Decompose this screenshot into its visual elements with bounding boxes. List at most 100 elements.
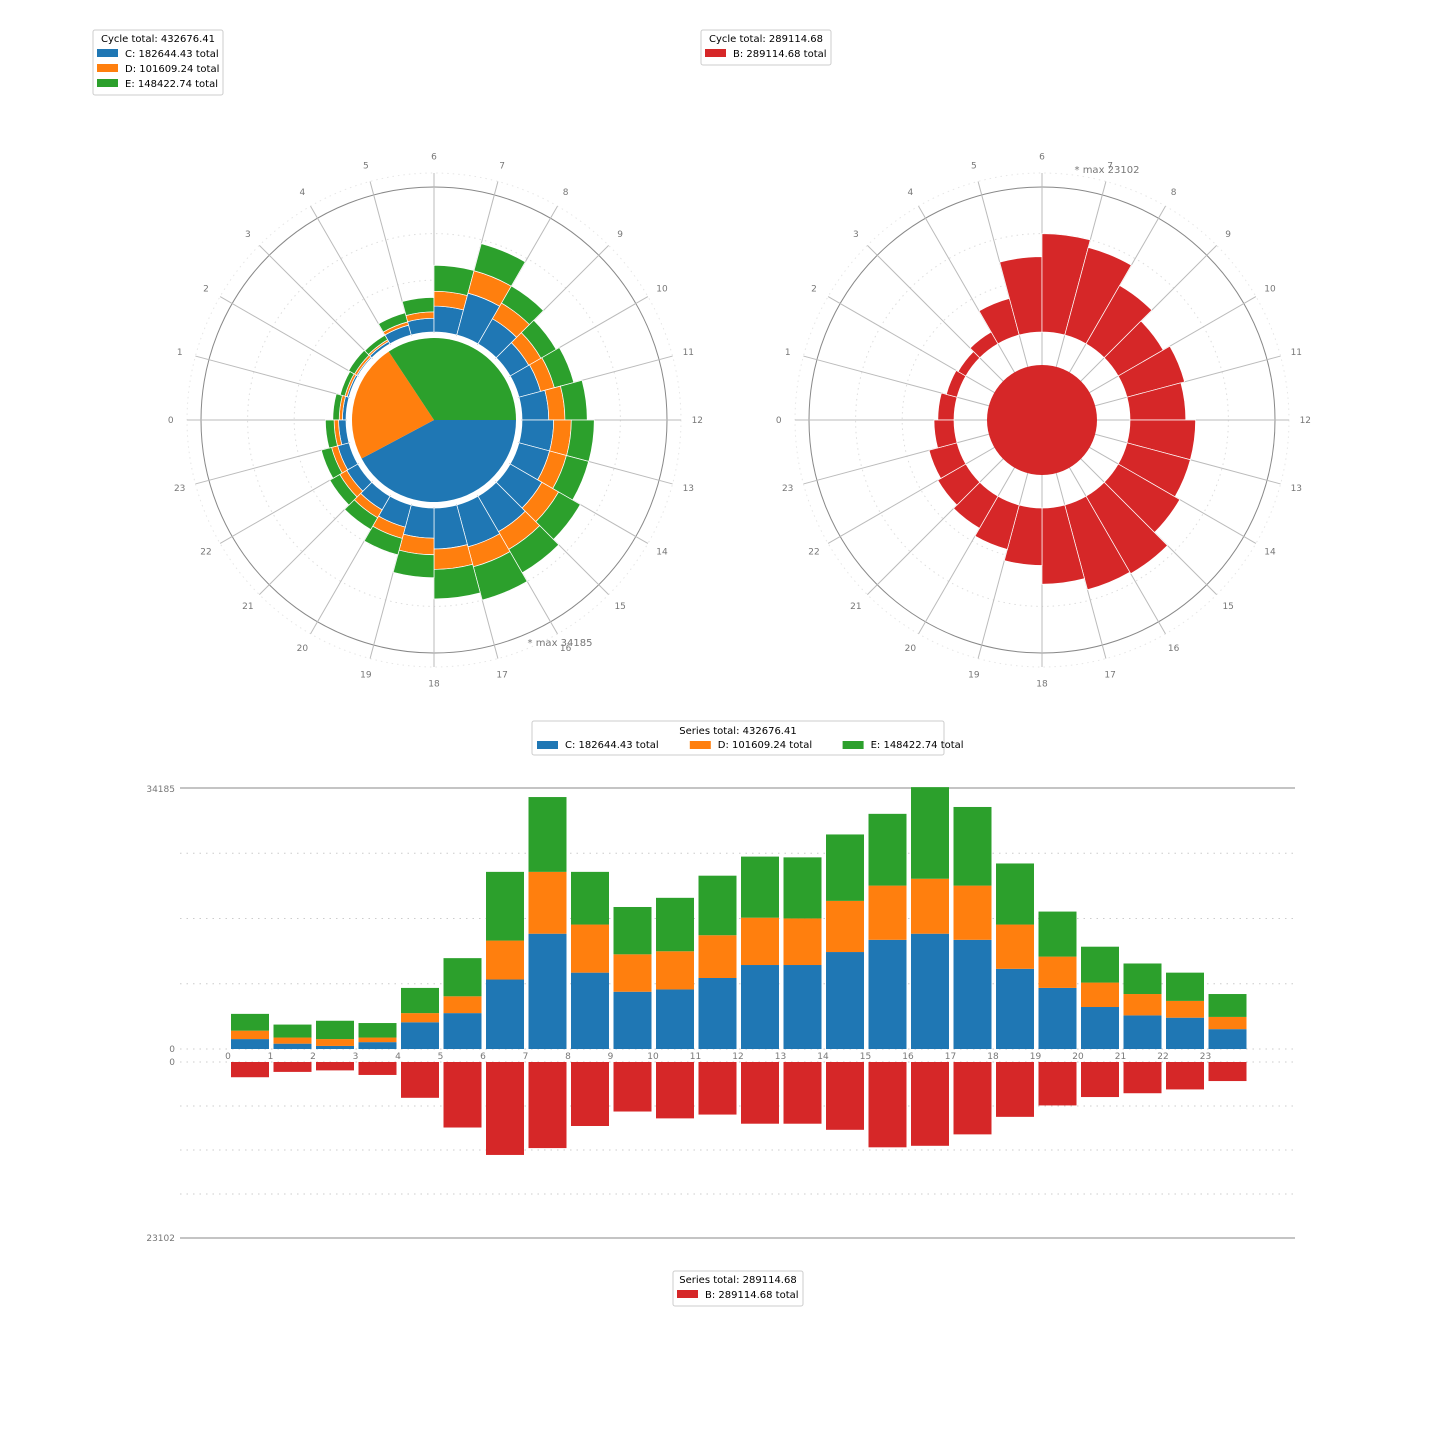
x-tick-label: 22 (1157, 1052, 1168, 1062)
bar-C (1123, 1015, 1162, 1049)
theta-tick-label: 12 (1300, 416, 1311, 426)
bar-D (1123, 994, 1162, 1016)
theta-tick-label: 19 (360, 670, 372, 680)
polar-bar-E (560, 379, 588, 421)
bar-D (486, 940, 524, 980)
bar-E (1081, 946, 1119, 983)
x-tick-label: 8 (565, 1052, 571, 1062)
bar-B (911, 1062, 949, 1146)
theta-tick-label: 22 (808, 548, 819, 558)
bar-C (571, 972, 609, 1049)
bar-E (528, 797, 567, 872)
legend-entry: C: 182644.43 total (565, 740, 659, 751)
bar-E (613, 906, 652, 955)
bar-D (231, 1030, 269, 1040)
theta-tick-label: 21 (242, 602, 253, 612)
bar-E (316, 1020, 354, 1040)
bar-B (826, 1062, 864, 1130)
bar-C (741, 965, 779, 1049)
bar-D (1208, 1016, 1247, 1030)
theta-tick-label: 14 (656, 548, 668, 558)
legend-swatch (689, 741, 711, 749)
bar-D (996, 924, 1034, 969)
theta-tick-label: 8 (563, 188, 569, 198)
theta-tick-label: 20 (905, 644, 917, 654)
polar-bar-B (937, 392, 958, 421)
theta-tick-label: 1 (785, 348, 791, 358)
x-tick-label: 17 (945, 1052, 956, 1062)
theta-tick-label: 6 (1039, 153, 1045, 163)
theta-tick-label: 16 (1168, 644, 1180, 654)
theta-tick-label: 10 (1264, 284, 1276, 294)
bar-C (698, 977, 737, 1049)
legend-box (92, 29, 224, 96)
bar-C (656, 989, 694, 1049)
bar-B (1081, 1062, 1119, 1098)
x-tick-label: 12 (732, 1052, 743, 1062)
bar-D (868, 885, 907, 940)
bar-B (358, 1062, 397, 1075)
bar-B (273, 1062, 312, 1072)
x-tick-label: 2 (310, 1052, 316, 1062)
x-tick-label: 14 (817, 1052, 829, 1062)
theta-tick-label: 17 (496, 670, 507, 680)
polar-bar-B (933, 419, 958, 449)
bar-E (443, 958, 482, 997)
x-tick-label: 23 (1200, 1052, 1211, 1062)
x-tick-label: 10 (647, 1052, 659, 1062)
x-tick-label: 15 (860, 1052, 871, 1062)
bar-C (868, 939, 907, 1049)
theta-tick-label: 15 (614, 602, 625, 612)
bar-E (996, 863, 1034, 925)
legend-entry: B: 289114.68 total (705, 1290, 799, 1301)
bar-D (613, 954, 652, 992)
legend-swatch (537, 741, 558, 749)
theta-tick-label: 13 (683, 484, 694, 494)
theta-tick-label: 5 (971, 162, 977, 172)
theta-tick-label: 0 (168, 416, 174, 426)
theta-tick-label: 18 (1036, 679, 1048, 689)
bar-E (1123, 963, 1162, 995)
theta-tick-label: 16 (560, 644, 572, 654)
bar-D (571, 924, 609, 973)
legend-swatch (677, 1290, 698, 1298)
max-annotation: * max 34185 (528, 638, 593, 649)
bar-E (741, 856, 779, 918)
y-tick-label: 34185 (146, 785, 175, 795)
bar-C (996, 968, 1034, 1049)
polar-bar-E (325, 419, 338, 449)
legend-title: Series total: 432676.41 (679, 726, 796, 737)
theta-tick-label: 7 (1107, 162, 1113, 172)
legend-swatch (842, 741, 864, 749)
bar-E (1208, 994, 1247, 1017)
bar-C (826, 952, 864, 1049)
theta-tick-label: 13 (1291, 484, 1302, 494)
bar-D (656, 951, 694, 990)
legend-entry: E: 148422.74 total (125, 79, 218, 90)
bar-D (528, 871, 567, 934)
polar-bar-E (433, 264, 475, 297)
theta-tick-label: 22 (200, 548, 211, 558)
theta-tick-label: 20 (297, 644, 309, 654)
theta-tick-label: 6 (431, 153, 437, 163)
legend-entry: E: 148422.74 total (871, 740, 964, 751)
legend-entry: C: 182644.43 total (125, 49, 219, 60)
x-tick-label: 5 (438, 1052, 444, 1062)
pie-slice-D (352, 351, 434, 459)
theta-tick-label: 1 (177, 348, 183, 358)
bar-D (911, 878, 949, 934)
bar-B (613, 1062, 652, 1112)
theta-tick-label: 3 (853, 230, 859, 240)
legend-entry: D: 101609.24 total (718, 740, 812, 751)
bar-E (486, 871, 524, 941)
bar-B (1038, 1062, 1077, 1106)
theta-tick-label: 17 (1104, 670, 1115, 680)
theta-tick-label: 9 (1225, 230, 1231, 240)
pie-slice-B (987, 365, 1097, 475)
theta-tick-label: 8 (1171, 188, 1177, 198)
bar-B (996, 1062, 1034, 1117)
bar-D (1166, 1000, 1204, 1018)
bar-E (1166, 972, 1204, 1001)
bar-C (613, 991, 652, 1049)
